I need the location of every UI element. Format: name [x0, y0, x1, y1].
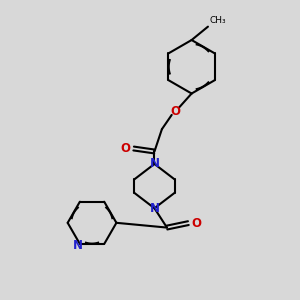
- Text: O: O: [170, 105, 180, 118]
- Text: N: N: [149, 202, 160, 215]
- Text: O: O: [191, 217, 201, 230]
- Text: O: O: [121, 142, 131, 155]
- Text: CH₃: CH₃: [209, 16, 226, 25]
- Text: N: N: [149, 158, 160, 170]
- Text: N: N: [73, 239, 82, 252]
